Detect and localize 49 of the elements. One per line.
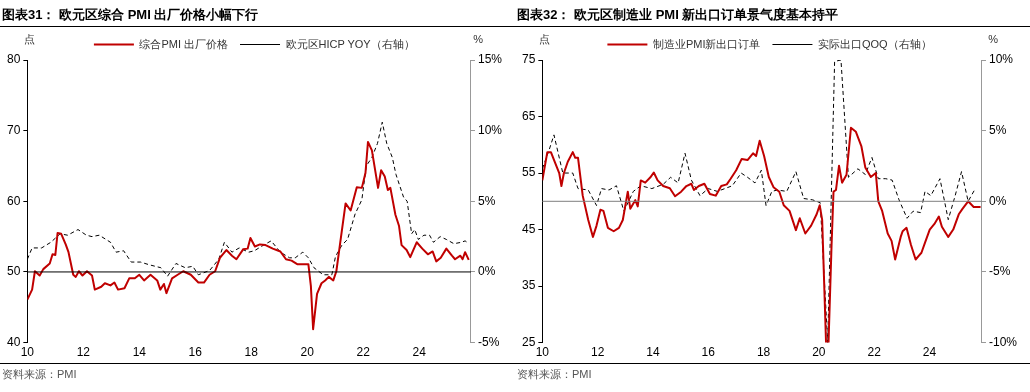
y2-tick-label: 15%	[477, 52, 503, 67]
y-tick-label: 35	[521, 278, 536, 293]
y-tick-label: 65	[521, 108, 536, 123]
y2-axis-title: %	[473, 32, 484, 45]
y2-tick-label: -5%	[988, 264, 1011, 279]
y2-tick-label: 10%	[988, 52, 1014, 67]
y-tick-label: 70	[6, 122, 21, 137]
y-tick-label: 45	[521, 221, 536, 236]
y2-tick-label: 5%	[477, 193, 496, 208]
x-tick-label: 16	[188, 345, 203, 360]
x-tick-label: 20	[812, 345, 826, 360]
legend-label: 综合PMI 出厂价格	[139, 37, 229, 50]
y2-tick-label: 0%	[477, 264, 496, 279]
y-axis-title: 点	[24, 32, 35, 45]
y2-tick-label: -10%	[988, 334, 1018, 349]
x-tick-label: 12	[76, 345, 91, 360]
y-tick-label: 75	[521, 52, 536, 67]
y2-tick-label: 5%	[988, 122, 1007, 137]
y-tick-label: 50	[6, 264, 21, 279]
x-tick-label: 24	[412, 345, 427, 360]
x-tick-label: 14	[646, 345, 660, 360]
x-tick-label: 20	[300, 345, 315, 360]
chart-title: 图表31： 欧元区综合 PMI 出厂价格小幅下行	[0, 4, 515, 27]
y-axis-title: 点	[539, 32, 550, 45]
x-tick-label: 22	[867, 345, 882, 360]
x-tick-label: 16	[701, 345, 716, 360]
x-tick-label: 24	[922, 345, 937, 360]
y2-tick-label: 0%	[988, 193, 1007, 208]
x-tick-label: 10	[20, 345, 35, 360]
legend-label: 制造业PMI新出口订单	[652, 37, 761, 50]
y-tick-label: 60	[6, 193, 21, 208]
text: 资料来源：PMI	[515, 363, 1030, 384]
y-tick-label: 40	[6, 334, 21, 349]
chart-title: 图表32： 欧元区制造业 PMI 新出口订单景气度基本持平	[515, 4, 1030, 27]
x-tick-label: 12	[590, 345, 605, 360]
y-tick-label: 80	[6, 52, 21, 67]
text: 资料来源：PMI	[0, 363, 515, 384]
x-tick-label: 14	[132, 345, 147, 360]
x-tick-label: 22	[356, 345, 371, 360]
x-tick-label: 18	[244, 345, 259, 360]
y2-tick-label: 10%	[477, 122, 503, 137]
legend-label: 欧元区HICP YOY（右轴）	[285, 37, 415, 50]
y-tick-label: 55	[521, 165, 536, 180]
x-tick-label: 18	[756, 345, 771, 360]
y-tick-label: 25	[521, 334, 536, 349]
x-tick-label: 10	[535, 345, 550, 360]
y2-tick-label: -5%	[477, 334, 500, 349]
legend-label: 实际出口QOQ（右轴）	[817, 37, 932, 50]
y2-axis-title: %	[988, 32, 999, 45]
